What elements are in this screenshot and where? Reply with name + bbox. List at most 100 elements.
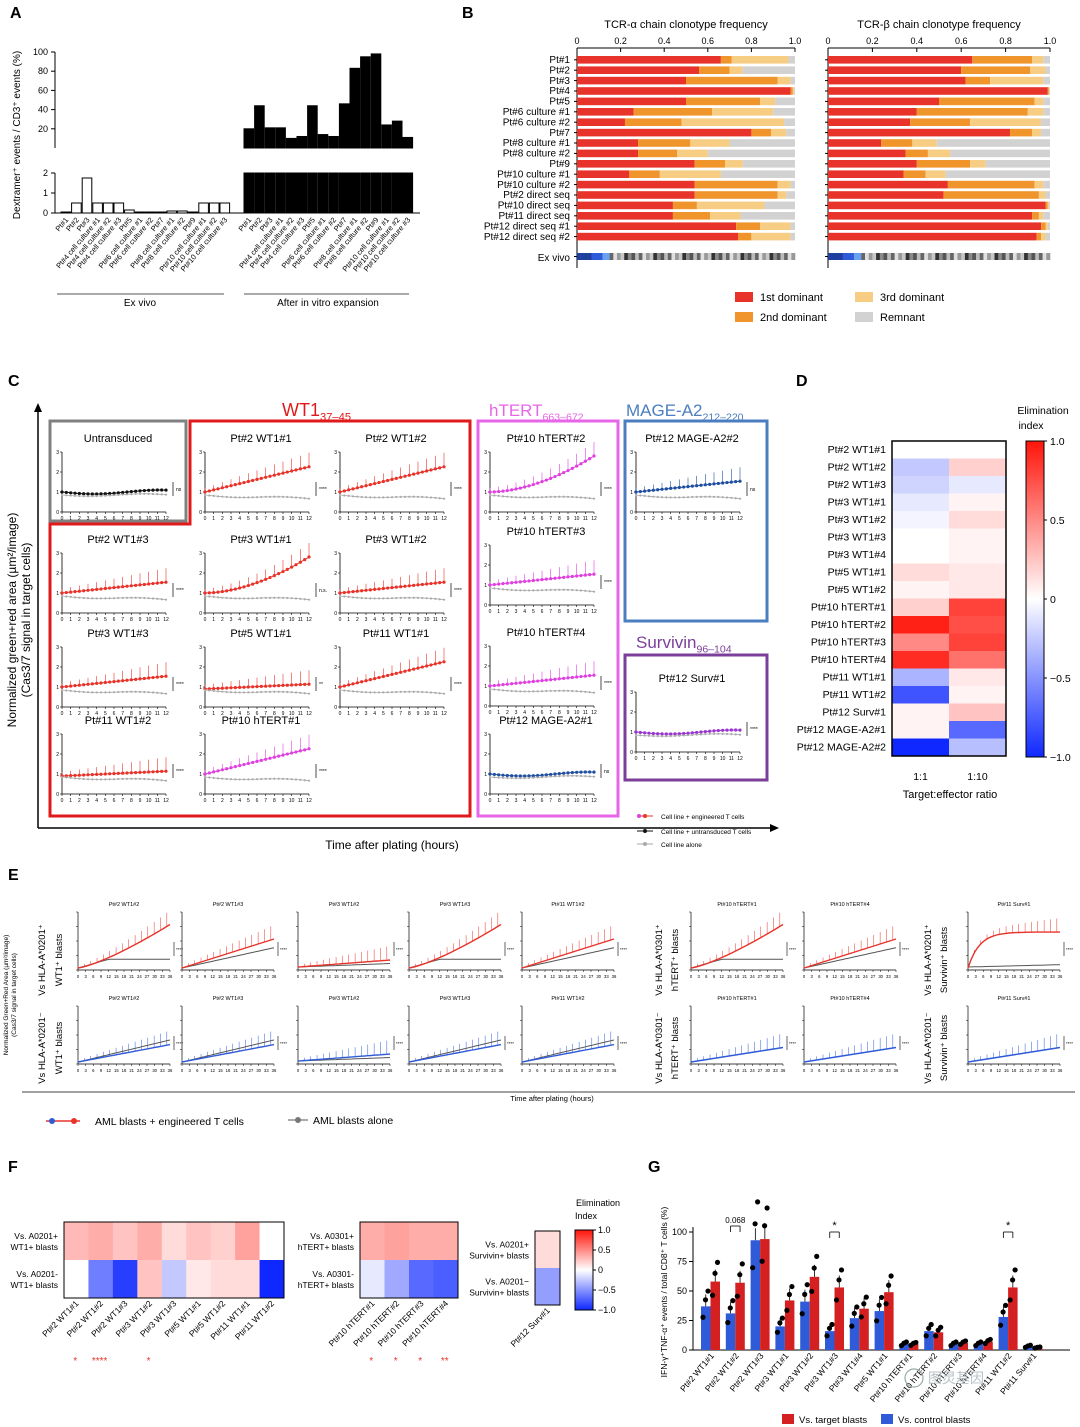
panel-a-bar [264,127,276,149]
panel-b-segment-3rd-dominant [990,76,1044,85]
panel-c-plot-xtick-label: 7 [121,711,124,717]
panel-e-xtick-label: 12 [550,1068,555,1073]
panel-d-heat-cell [892,581,950,599]
panel-b-exvivo-segment [905,253,910,260]
panel-e-xtick-label: 18 [566,1068,571,1073]
panel-d-colorbar [1025,440,1045,758]
panel-b-row-label: Pt#11 direct seq [498,211,570,222]
panel-e-row-label: Survivin⁺ blasts [939,927,950,994]
panel-c-plot-xtick-label: 11 [583,516,588,522]
panel-e-row-label: Survivin⁺ blasts [939,1015,950,1082]
panel-b-segment-1st-dominant [828,139,882,147]
panel-c-plot-xtick-label: 5 [532,710,535,716]
panel-c-plot-xtick-label: 12 [163,516,169,522]
panel-e-xtick-label: 3 [415,974,418,979]
panel-e-xtick-label: 0 [967,1068,970,1073]
panel-g-bar-control [701,1306,711,1350]
panel-e-blasts-alone-line [181,1039,275,1063]
panel-b-segment-3rd-dominant [677,149,708,158]
panel-f-star: * [147,1356,151,1367]
panel-g: G IFN-γ⁺TNF-α⁺ events / total CD8⁺ T cell… [648,1159,1070,1426]
panel-c-plot-xtick-label: 4 [523,516,526,522]
panel-c-plot-ytick-label: 1 [56,591,59,597]
panel-e-xtick-label: 33 [1050,974,1055,979]
panel-b-segment-2nd-dominant [910,118,971,126]
panel-e-xtick-label: 36 [894,1068,899,1073]
panel-c-plot-xtick-label: 6 [113,617,116,623]
panel-e-plot-t2: Pt#3 WT1#20 3 6 9 12 15 18 21 24 27 30 33 36**** [296,902,403,979]
panel-g-bar-target [710,1281,720,1350]
panel-b-exvivo-segment [733,253,738,260]
panel-e-plot-b3: Pt#3 WT1#30 3 6 9 12 15 18 21 24 27 30 33 36**** [407,996,514,1073]
panel-g-legend-label: Vs. control blasts [898,1415,971,1426]
panel-b-exvivo-segment [693,253,698,260]
panel-b-row-label: Pt#10 culture #1 [497,169,570,180]
panel-b-exvivo-segment [994,253,999,260]
panel-b-segment-1st-dominant [828,97,939,106]
panel-c-plot-ytick-label: 0 [484,510,487,516]
panel-b-row-label: Pt#12 direct seq #2 [484,232,571,243]
panel-c-plot-xtick-label: 3 [87,516,90,522]
panel-c-plot-xtick-label: 7 [121,617,124,623]
panel-b-segment-2nd-dominant [903,170,926,178]
panel-e-legend-marker [295,1117,301,1123]
panel-a-bar [219,202,231,214]
panel-a-bar [243,128,255,149]
panel-e-xtick-label: 12 [210,1068,215,1073]
panel-a-ytick-label: 40 [38,105,48,115]
panel-e-plot-t1: Pt#2 WT1#30 3 6 9 12 15 18 21 24 27 30 33 36**** [180,902,287,979]
panel-a-bar [264,172,276,214]
panel-b-segment-3rd-dominant [777,76,791,85]
panel-b-exvivo-segment [1001,253,1006,260]
panel-a-bar [166,210,178,214]
panel-e-sig-label: **** [902,1041,909,1046]
panel-e-xtick-label: 21 [233,1068,238,1073]
panel-b-row-label: Pt#2 [549,65,570,76]
panel-g-dot [863,1294,869,1300]
panel-d-cb-title: index [1018,420,1044,432]
panel-d-cb-tick-label: 0.5 [1050,515,1065,527]
panel-a-bar [338,103,350,149]
panel-e-plot-b1: Pt#2 WT1#30 3 6 9 12 15 18 21 24 27 30 33 36**** [180,996,287,1073]
panel-b-exvivo-segment [846,253,851,260]
panel-c-plot-xtick-label: 10 [289,617,295,623]
panel-f-heat-cell [235,1260,260,1299]
panel-a-bar [254,105,265,149]
panel-e-xtick-label: 6 [536,974,539,979]
panel-b-exvivo-segment [924,253,929,260]
panel-b-row-label: Pt#6 culture #2 [503,117,571,128]
panel-c-plot-title: Pt#10 hTERT#3 [507,526,586,538]
panel-b-exvivo-segment [696,253,701,260]
panel-e-xtick-label: 27 [758,974,763,979]
panel-d-xlabel: Target:effector ratio [903,789,998,801]
panel-g-dot [799,1311,805,1317]
panel-c-baseline-line [204,776,310,782]
panel-e-xtick-label: 30 [1042,974,1047,979]
panel-e-sig-label: **** [507,947,514,952]
panel-e-xtick-label: 3 [84,1068,87,1073]
panel-e-xtick-label: 30 [765,974,770,979]
panel-c-plot-ytick-label: 0 [199,510,202,516]
panel-f-heat-cell [161,1260,187,1299]
panel-e-xtick-label: 9 [990,1068,993,1073]
panel-c-plot-title: Pt#2 WT1#3 [87,534,148,546]
panel-e-xtick-label: 6 [196,974,199,979]
panel-c-plot-xtick-label: 7 [549,710,552,716]
panel-c-plot-xtick-label: 3 [365,711,368,717]
panel-c-plot-xtick-label: 5 [382,516,385,522]
panel-f-row-label: WT1+ blasts [11,1280,58,1290]
panel-d-heat-cell [949,651,1007,669]
panel-c-survivin-box [623,653,769,782]
panel-b-segment-1st-dominant [828,87,1048,95]
panel-e-xtick-label: 6 [196,1068,199,1073]
panel-c-plot-title: Pt#2 WT1#2 [365,433,426,445]
panel-c-plot-ytick-label: 3 [630,690,633,696]
panel-c-plot-xtick-label: 7 [549,516,552,522]
panel-b-exvivo-segment [736,253,741,260]
panel-e-xtick-label: 33 [264,974,269,979]
panel-e-xtick-label: 24 [581,1068,586,1073]
panel-e-xtick-label: 33 [604,974,609,979]
panel-e-engineered-line [77,1043,171,1063]
panel-b-segment-remnant [1048,201,1050,210]
